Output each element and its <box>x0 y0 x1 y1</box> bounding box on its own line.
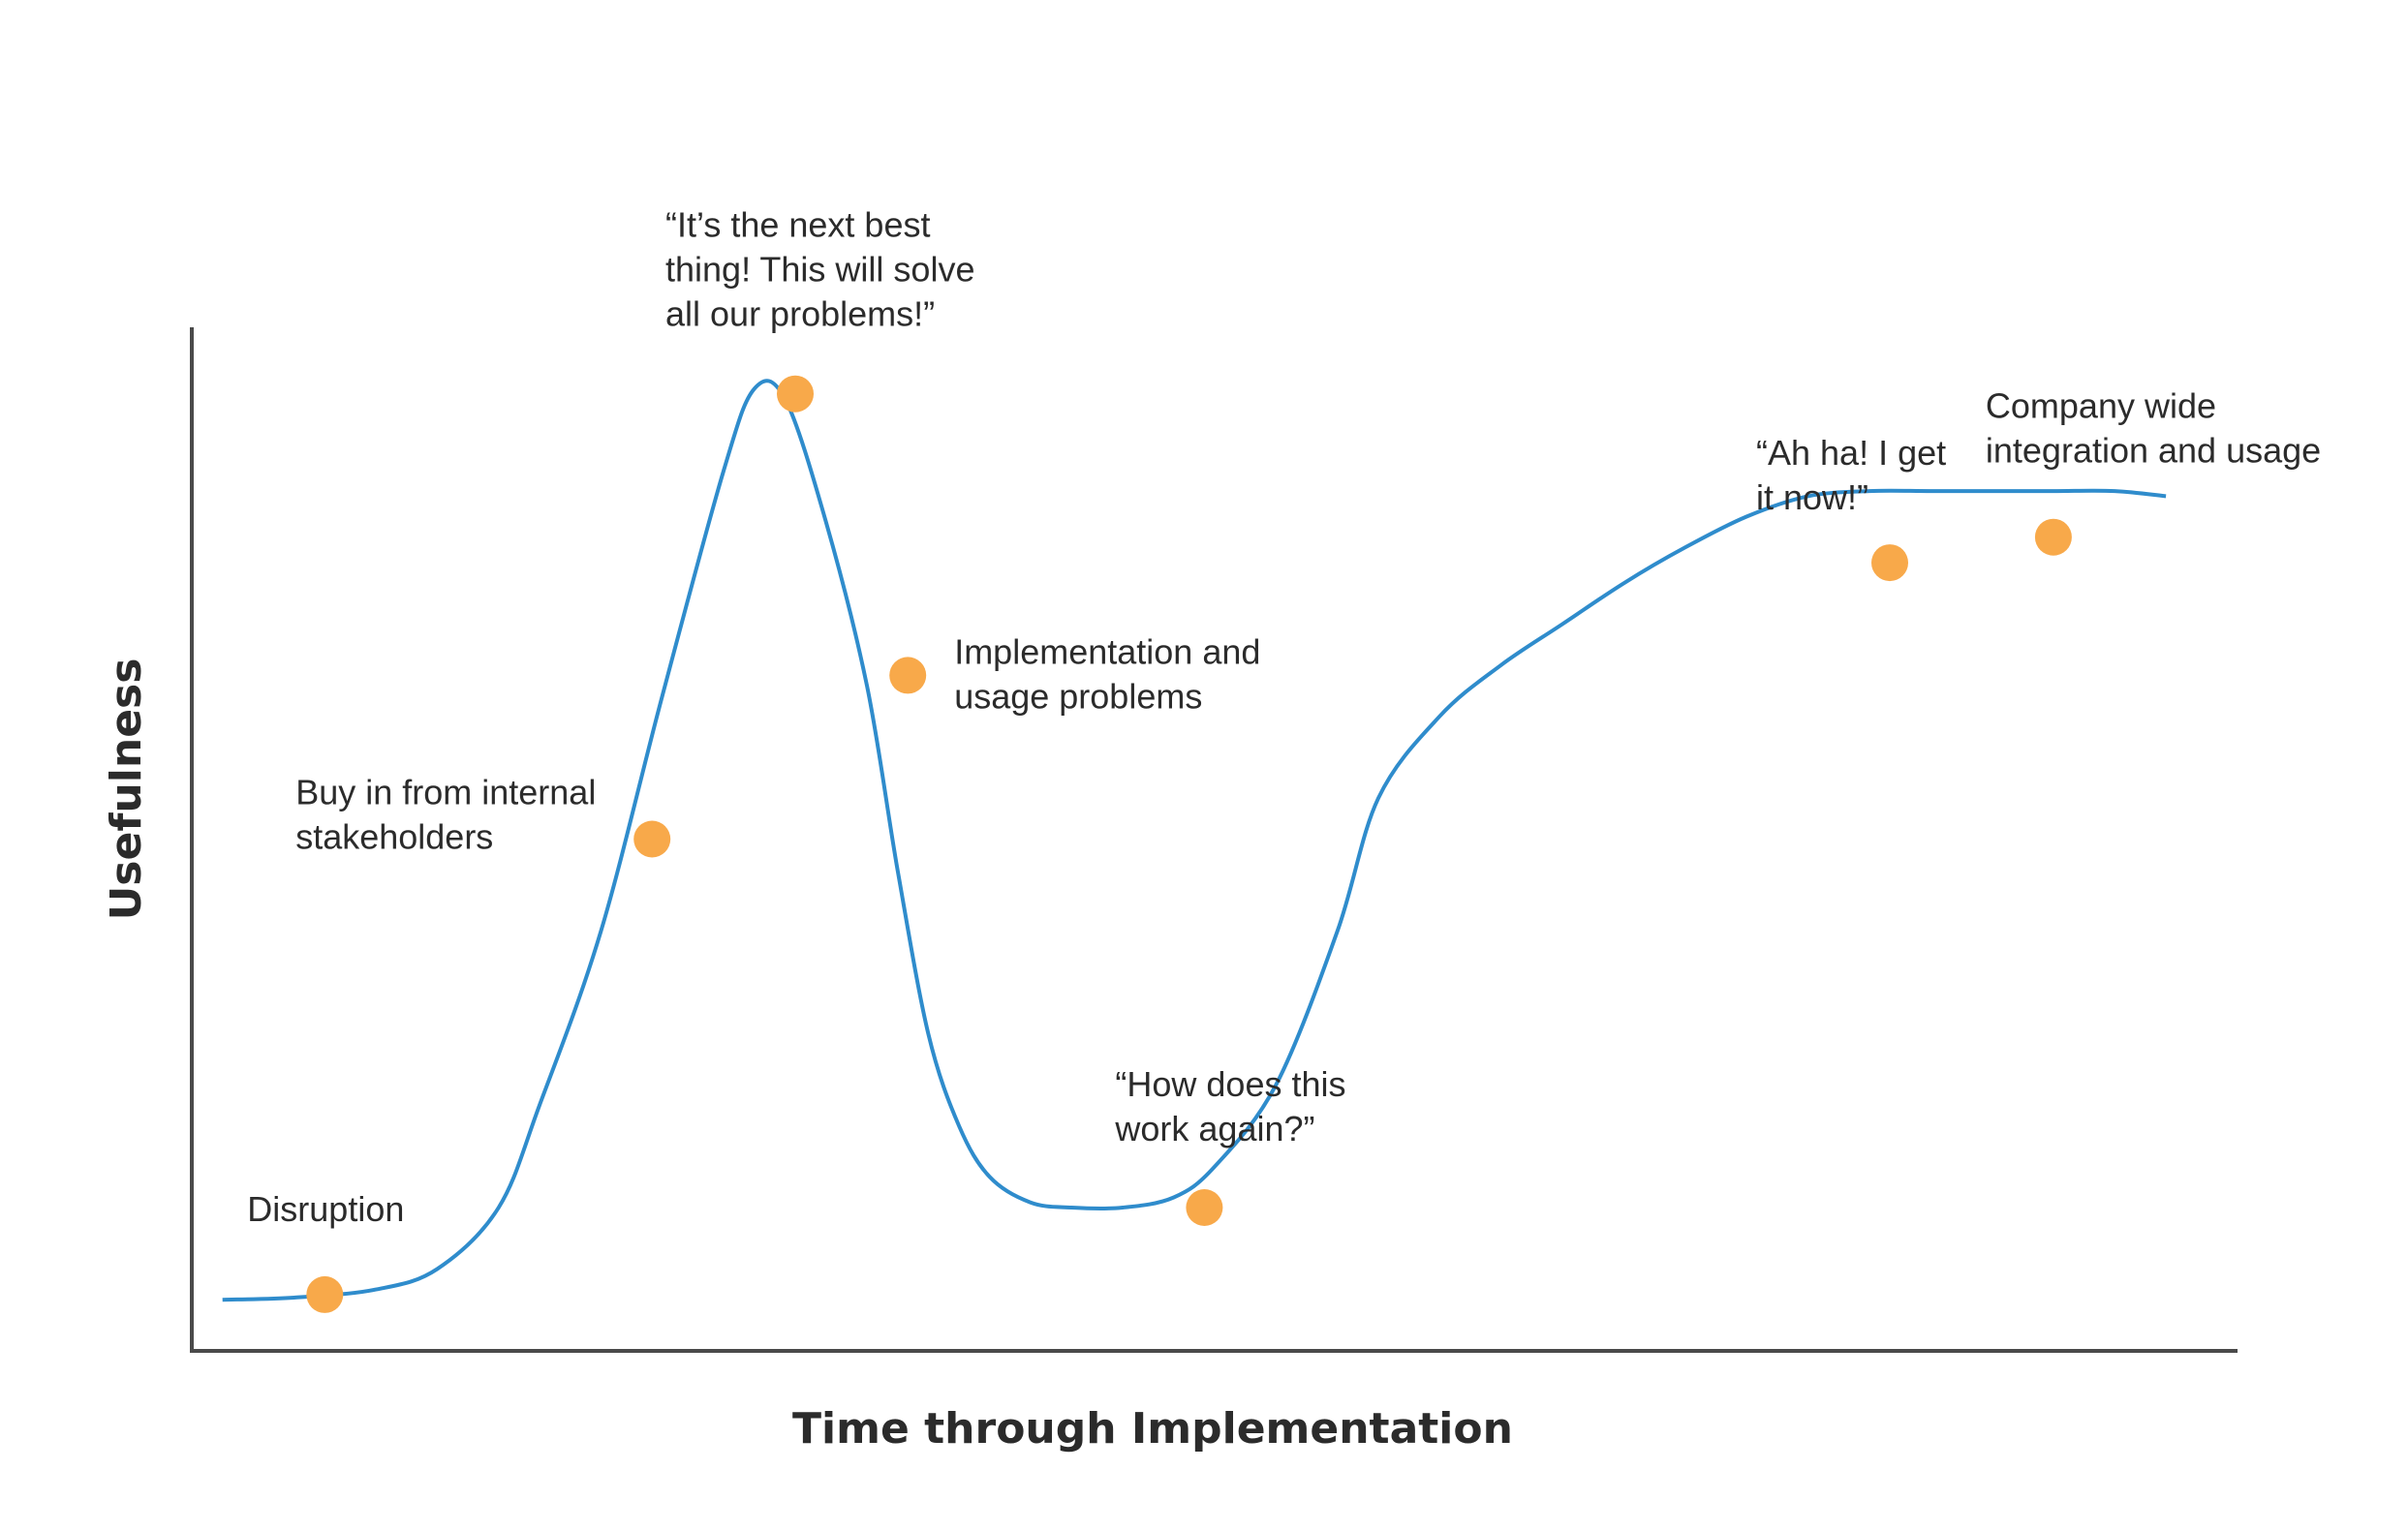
annotation-layer: Disruption Buy in from internal stakeholde… <box>247 205 2321 1229</box>
data-point-marker <box>2034 518 2072 556</box>
data-point-marker <box>889 657 927 694</box>
annotation-label: Buy in from internal stakeholders <box>295 773 596 857</box>
annotation-label: “Ah ha! I get it now!” <box>1756 433 1946 517</box>
annotation-label: Implementation and usage problems <box>954 631 1260 716</box>
annotation-label: Disruption <box>247 1189 404 1229</box>
annotation-line: Buy in from internal <box>295 773 596 812</box>
annotation-line: stakeholders <box>295 817 493 857</box>
marker-layer <box>306 375 2072 1313</box>
annotation-label: Company wide integration and usage <box>1986 386 2321 471</box>
data-point-marker <box>633 820 671 858</box>
x-axis-title: Time through Implementation <box>792 1404 1513 1454</box>
annotation-line: “Ah ha! I get <box>1756 433 1946 473</box>
data-point-marker <box>777 375 814 413</box>
annotation-line: thing! This will solve <box>665 250 974 290</box>
annotation-label: “It’s the next best thing! This will solv… <box>665 205 974 334</box>
annotation-line: integration and usage <box>1986 431 2321 471</box>
series-line <box>222 379 2167 1302</box>
annotation-label: “How does this work again?” <box>1114 1064 1345 1148</box>
annotation-line: all our problems!” <box>665 294 935 334</box>
annotation-line: Company wide <box>1986 386 2216 426</box>
annotation-line: “It’s the next best <box>665 205 930 245</box>
annotation-line: Disruption <box>247 1189 404 1229</box>
annotation-line: work again?” <box>1114 1109 1314 1148</box>
annotation-line: usage problems <box>954 676 1202 716</box>
data-point-marker <box>1871 544 1908 582</box>
annotation-line: it now!” <box>1756 477 1868 517</box>
data-point-marker <box>306 1275 344 1313</box>
y-axis-title: Usefulness <box>102 658 151 921</box>
annotation-line: “How does this <box>1115 1064 1345 1104</box>
annotation-line: Implementation and <box>954 631 1260 671</box>
data-point-marker <box>1186 1189 1223 1226</box>
